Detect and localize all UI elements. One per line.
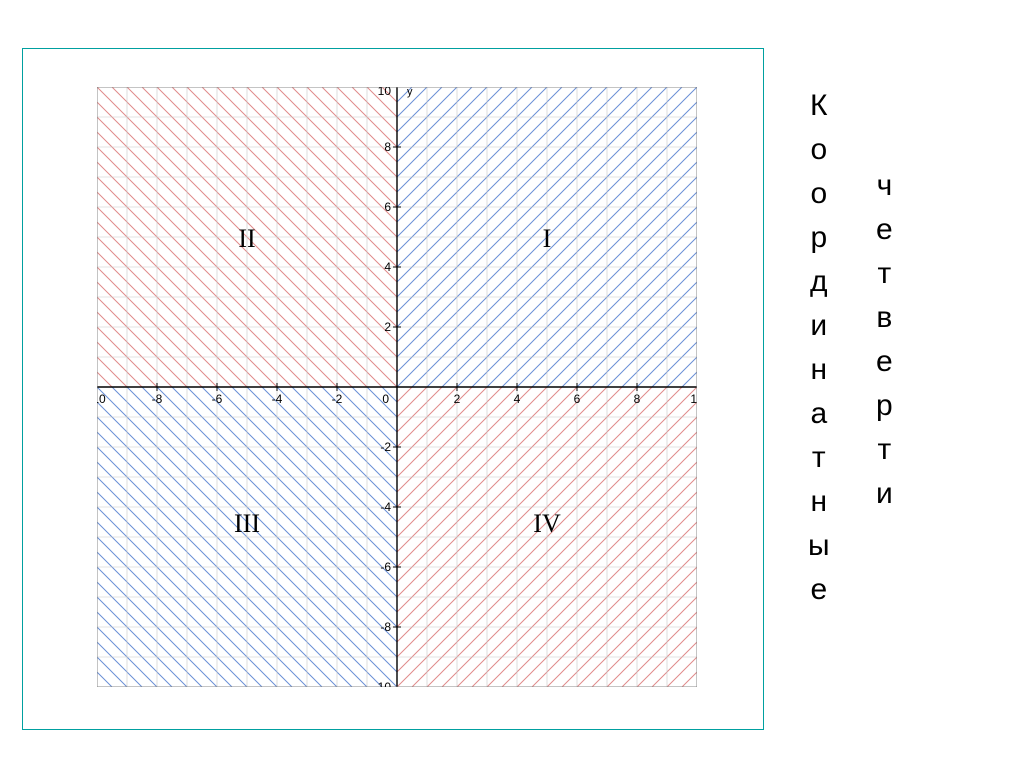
xtick: 8 (634, 392, 641, 406)
ytick: 6 (384, 200, 391, 214)
title-column-2: четверти (876, 164, 893, 516)
xtick: -2 (332, 392, 343, 406)
coordinate-plane: -10 -8 -6 -4 -2 0 2 4 6 8 10 -10 -8 -6 (97, 87, 697, 687)
plot-container: -10 -8 -6 -4 -2 0 2 4 6 8 10 -10 -8 -6 (97, 87, 697, 687)
xtick: -6 (212, 392, 223, 406)
y-axis-label: y (407, 87, 413, 98)
ytick: 8 (384, 140, 391, 154)
quadrant-2-label: II (238, 224, 255, 253)
slide-frame: -10 -8 -6 -4 -2 0 2 4 6 8 10 -10 -8 -6 (22, 48, 764, 730)
ytick: 2 (384, 320, 391, 334)
xtick: 10 (690, 392, 697, 406)
xtick: 2 (454, 392, 461, 406)
xtick: -4 (272, 392, 283, 406)
quadrant-4-label: IV (533, 509, 561, 538)
ytick: -10 (374, 680, 392, 687)
ytick: -8 (380, 620, 391, 634)
xtick: -10 (97, 392, 106, 406)
xtick: -8 (152, 392, 163, 406)
xtick: 4 (514, 392, 521, 406)
ytick: 4 (384, 260, 391, 274)
quadrant-1-label: I (543, 224, 552, 253)
title-column-1: Координатные (808, 84, 830, 612)
ytick: -2 (380, 440, 391, 454)
page: -10 -8 -6 -4 -2 0 2 4 6 8 10 -10 -8 -6 (0, 0, 1024, 767)
xtick: 6 (574, 392, 581, 406)
quadrant-3-label: III (234, 509, 260, 538)
xtick: 0 (382, 392, 389, 406)
ytick: -4 (380, 500, 391, 514)
ytick: 10 (378, 87, 392, 98)
ytick: -6 (380, 560, 391, 574)
